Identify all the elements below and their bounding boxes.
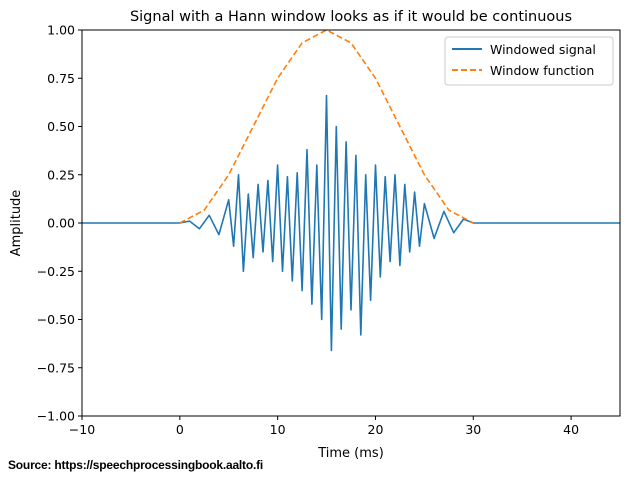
legend: Windowed signal Window function bbox=[444, 36, 614, 86]
y-axis-label: Amplitude bbox=[9, 190, 24, 257]
y-tick-label: −1.00 bbox=[37, 409, 75, 424]
y-axis: −1.00 −0.75 −0.50 −0.25 0.00 0.25 0.50 0.75 1.00 bbox=[37, 23, 82, 424]
x-tick-label: 10 bbox=[270, 422, 286, 437]
x-axis-label: Time (ms) bbox=[317, 446, 384, 461]
x-tick-label: 0 bbox=[176, 422, 184, 437]
series-line-1 bbox=[179, 30, 474, 224]
legend-box bbox=[444, 36, 614, 86]
source-note: Source: https://speechprocessingbook.aal… bbox=[8, 458, 264, 472]
y-tick-label: −0.75 bbox=[37, 360, 75, 375]
y-tick-label: 0.50 bbox=[47, 119, 75, 134]
x-tick-label: −10 bbox=[69, 422, 95, 437]
y-tick-label: 1.00 bbox=[47, 23, 75, 38]
y-tick-label: 0.25 bbox=[47, 167, 75, 182]
legend-label-window-function: Window function bbox=[490, 63, 594, 78]
chart-title: Signal with a Hann window looks as if it… bbox=[130, 9, 572, 25]
x-tick-label: 30 bbox=[465, 422, 481, 437]
x-axis: −10 0 10 20 30 40 bbox=[69, 416, 579, 437]
series-layer bbox=[82, 30, 620, 352]
x-tick-label: 40 bbox=[563, 422, 579, 437]
x-tick-label: 20 bbox=[368, 422, 384, 437]
y-tick-label: −0.25 bbox=[37, 264, 75, 279]
series-line-0 bbox=[82, 94, 620, 352]
y-tick-label: −0.50 bbox=[37, 312, 75, 327]
y-tick-label: 0.00 bbox=[47, 216, 75, 231]
y-tick-label: 0.75 bbox=[47, 71, 75, 86]
legend-label-windowed-signal: Windowed signal bbox=[490, 42, 596, 57]
